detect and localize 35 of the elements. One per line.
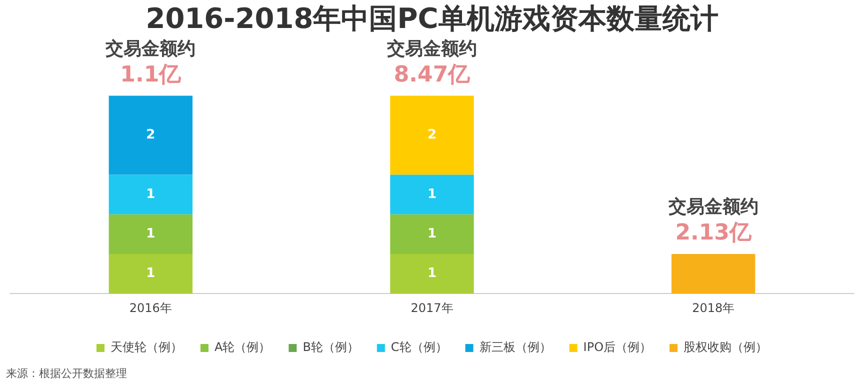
data-label: 1 (427, 186, 437, 202)
bar (390, 214, 474, 254)
bar (671, 254, 756, 294)
x-tick-label: 2018年 (692, 300, 735, 315)
legend-label: 股权收购（例） (684, 340, 768, 354)
chart-title: 2016-2018年中国PC单机游戏资本数量统计 (146, 2, 718, 36)
data-label: 2 (146, 128, 156, 143)
annotation: 交易金额约 (104, 38, 196, 60)
data-label: 2 (427, 128, 437, 143)
bar (108, 174, 193, 214)
data-label: 1 (427, 266, 437, 282)
source-note: 来源：根据公开数据整理 (6, 366, 127, 380)
annotation: 8.47亿 (394, 62, 472, 88)
bar (108, 96, 193, 175)
annotation: 1.1亿 (120, 62, 182, 88)
data-label: 1 (146, 186, 156, 202)
data-label: 1 (146, 266, 156, 282)
annotation: 2.13亿 (675, 220, 752, 246)
bar (108, 254, 193, 294)
data-label: 1 (146, 226, 156, 242)
legend-label: C轮（例） (390, 340, 448, 354)
data-label: 1 (427, 226, 437, 242)
x-tick-label: 2016年 (129, 300, 172, 315)
annotation: 交易金额约 (667, 196, 758, 218)
legend-label: B轮（例） (302, 340, 359, 354)
bar (390, 96, 474, 175)
bar (390, 254, 474, 294)
legend-label: 新三板（例） (479, 340, 552, 354)
legend-label: IPO后（例） (583, 340, 652, 354)
annotation: 交易金额约 (386, 38, 477, 60)
legend-label: 天使轮（例） (110, 340, 182, 354)
legend-label: A轮（例） (214, 340, 271, 354)
bar (108, 214, 193, 254)
bar (390, 174, 474, 214)
x-tick-label: 2017年 (410, 300, 454, 315)
